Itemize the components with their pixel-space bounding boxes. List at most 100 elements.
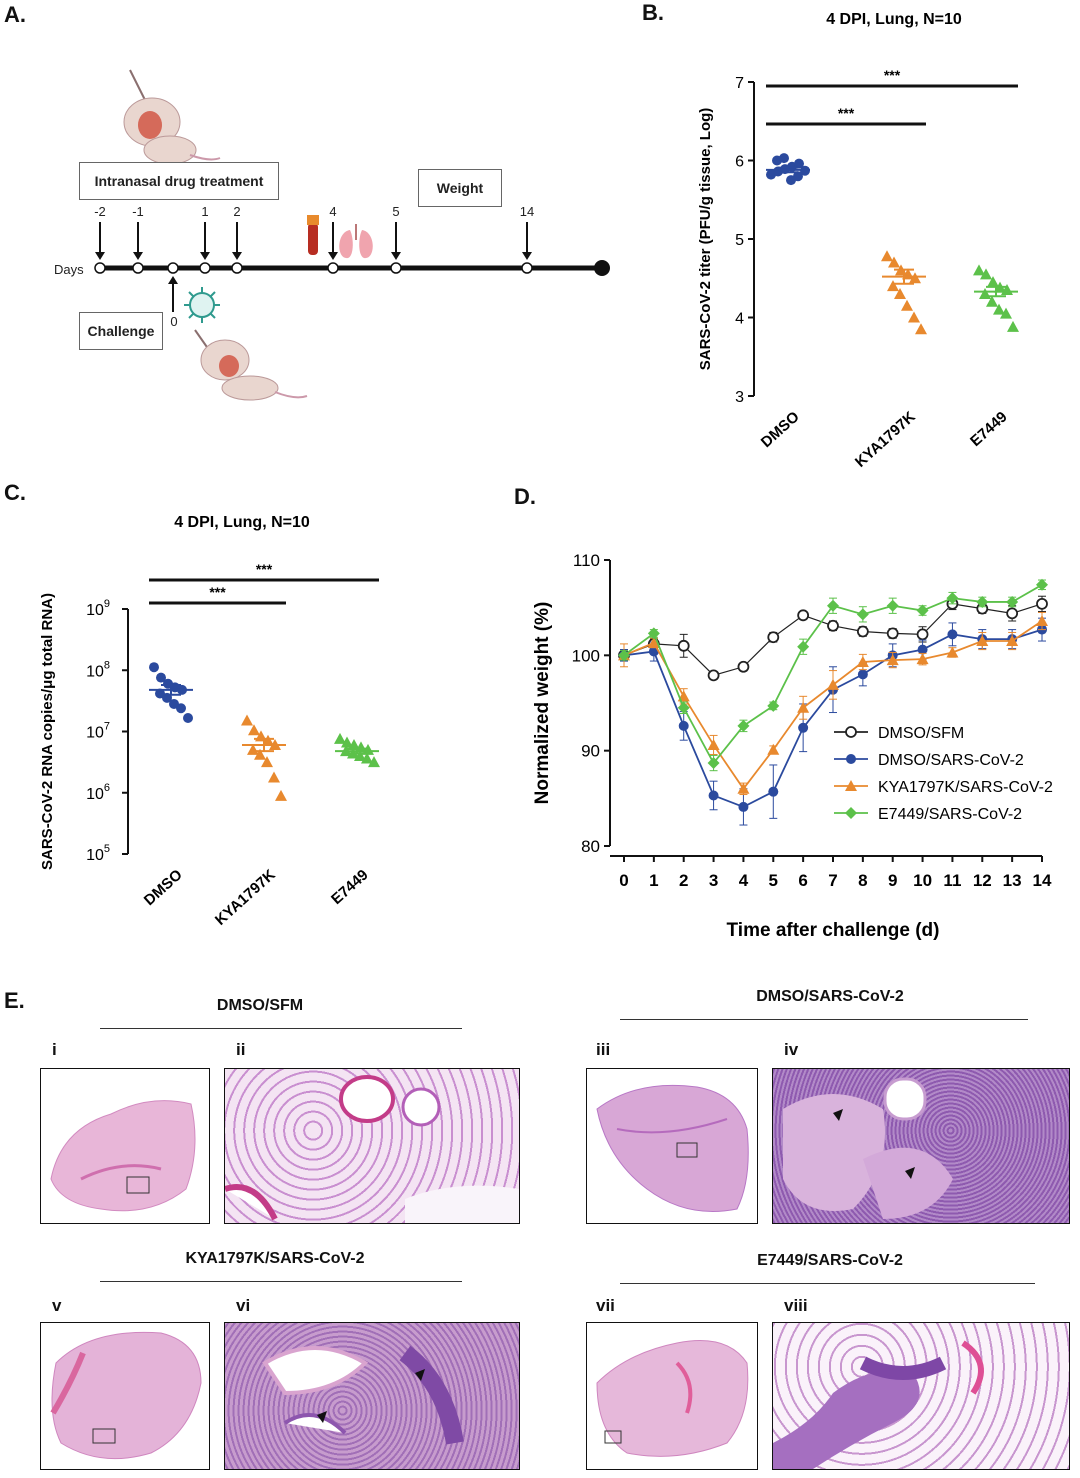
data-point	[1000, 307, 1012, 319]
timeline-node	[94, 262, 106, 274]
data-point	[362, 743, 374, 755]
histo-label-v: v	[52, 1296, 62, 1315]
x-category-label: E7449	[328, 866, 372, 908]
data-point	[361, 752, 373, 764]
x-tick-label: 1	[649, 871, 658, 890]
data-point	[707, 757, 720, 770]
data-point	[793, 171, 803, 182]
significance-label: ***	[838, 105, 855, 121]
data-point	[1036, 597, 1048, 610]
data-point	[368, 756, 380, 768]
y-tick-label: 5	[735, 232, 744, 249]
x-tick-label: 3	[709, 871, 718, 890]
data-point	[767, 743, 780, 755]
data-point	[797, 609, 810, 622]
x-category-label: KYA1797K	[212, 866, 279, 929]
y-tick-label: 107	[86, 721, 110, 742]
histo-group-title-3: KYA1797K/SARS-CoV-2	[185, 1250, 365, 1267]
x-tick-label: 4	[739, 871, 749, 890]
x-tick-label: 2	[679, 871, 688, 890]
panel-label-b: B.	[642, 0, 664, 25]
data-point	[798, 722, 809, 733]
data-point	[767, 631, 780, 644]
data-point	[886, 627, 899, 640]
timeline-node	[132, 262, 144, 274]
x-tick-label: 10	[913, 871, 932, 890]
data-point	[976, 635, 989, 647]
data-point	[827, 599, 839, 612]
x-tick-label: 8	[858, 871, 867, 890]
data-point	[737, 660, 750, 673]
data-point	[738, 801, 749, 812]
days-label: Days	[54, 262, 84, 277]
data-point	[241, 714, 253, 726]
significance-label: ***	[209, 584, 226, 600]
histo-group-title-1: DMSO/SFM	[216, 997, 304, 1014]
histo-label-i: i	[52, 1040, 57, 1059]
x-tick-label: 0	[619, 871, 628, 890]
panel-label-e: E.	[4, 988, 25, 1013]
x-tick-label: 7	[828, 871, 837, 890]
data-point	[916, 653, 929, 665]
data-point	[354, 750, 366, 761]
timeline-node	[231, 262, 243, 274]
data-point	[986, 295, 998, 307]
data-point	[275, 789, 287, 801]
data-point	[916, 628, 929, 641]
histo-image-ii	[224, 1068, 520, 1224]
data-point	[947, 629, 958, 640]
data-point	[334, 732, 346, 744]
data-point	[797, 640, 810, 653]
significance-label: ***	[884, 67, 901, 83]
y-tick-label: 3	[735, 389, 744, 406]
data-point	[1006, 635, 1019, 647]
data-point	[946, 592, 959, 605]
x-tick-label: 11	[943, 871, 961, 890]
x-tick-label: 13	[1003, 871, 1022, 890]
data-point	[916, 604, 929, 617]
y-tick-label: 6	[735, 154, 744, 171]
timeline-node	[327, 262, 339, 274]
data-point	[894, 287, 906, 299]
mouse-illustration-top	[123, 69, 221, 165]
x-category-label: E7449	[967, 408, 1011, 450]
data-point	[846, 754, 856, 764]
day-arrowhead	[328, 252, 338, 260]
histo-image-iii	[586, 1068, 758, 1224]
data-point	[946, 646, 959, 658]
x-tick-label: 9	[888, 871, 897, 890]
y-tick-label: 90	[581, 742, 600, 761]
data-point	[856, 656, 869, 668]
data-point	[1007, 320, 1019, 332]
data-point	[845, 780, 857, 791]
data-point	[677, 701, 690, 714]
data-point	[149, 662, 159, 673]
data-point	[909, 272, 921, 284]
data-point	[261, 756, 273, 768]
chart-title: 4 DPI, Lung, N=10	[174, 514, 310, 531]
data-point	[248, 724, 260, 736]
data-point	[973, 264, 985, 276]
data-point	[707, 738, 720, 750]
y-tick-label: 105	[86, 843, 110, 864]
histo-image-vii	[586, 1322, 758, 1470]
y-tick-label: 7	[735, 75, 744, 92]
histo-image-v	[40, 1322, 210, 1470]
y-tick-label: 4	[735, 311, 744, 328]
day-arrowhead	[522, 252, 532, 260]
x-tick-label: 12	[973, 871, 992, 890]
data-point	[827, 619, 839, 632]
y-axis-label: SARS-CoV-2 RNA copies/μg total RNA)	[39, 593, 56, 870]
histo-image-i	[40, 1068, 210, 1224]
data-point	[1006, 607, 1019, 620]
data-point	[976, 595, 989, 608]
day-tick-label: -2	[94, 204, 106, 219]
data-point	[647, 636, 660, 648]
x-tick-label: 6	[798, 871, 807, 890]
data-point	[156, 672, 166, 683]
rna-scatter-chart: 4 DPI, Lung, N=10 105 106 107 108 109 SARS-CoV…	[39, 514, 380, 929]
day-tick-label: 1	[201, 204, 208, 219]
legend-label: DMSO/SFM	[878, 725, 964, 742]
histo-label-iv: iv	[784, 1040, 799, 1059]
data-point	[856, 625, 869, 638]
